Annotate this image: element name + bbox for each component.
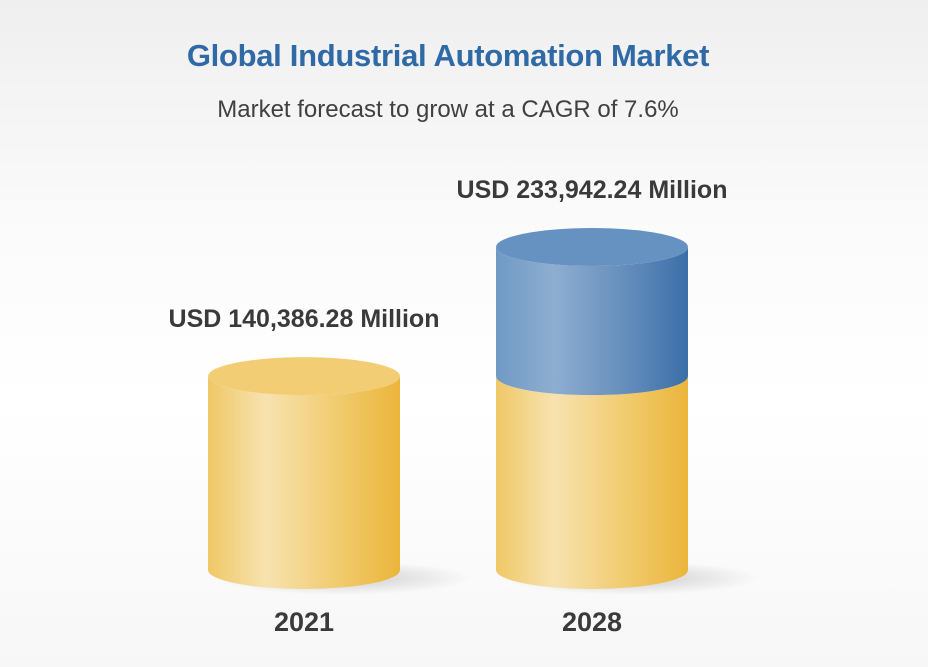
cylinder-growth-segment-2028 (496, 247, 688, 396)
chart-title: Global Industrial Automation Market (186, 38, 710, 73)
data-label-2028: USD 233,942.24 Million (457, 176, 728, 204)
data-label-2021: USD 140,386.28 Million (169, 305, 440, 333)
category-label-2028: 2028 (562, 607, 622, 637)
category-label-2021: 2021 (274, 607, 334, 637)
cylinder-top-2028 (496, 228, 688, 266)
cylinder-body-2021 (208, 376, 400, 589)
chart-subtitle: Market forecast to grow at a CAGR of 7.6… (217, 96, 679, 123)
cylinder-top-2021 (208, 357, 400, 396)
cylinder-base-segment-2028 (496, 376, 688, 589)
